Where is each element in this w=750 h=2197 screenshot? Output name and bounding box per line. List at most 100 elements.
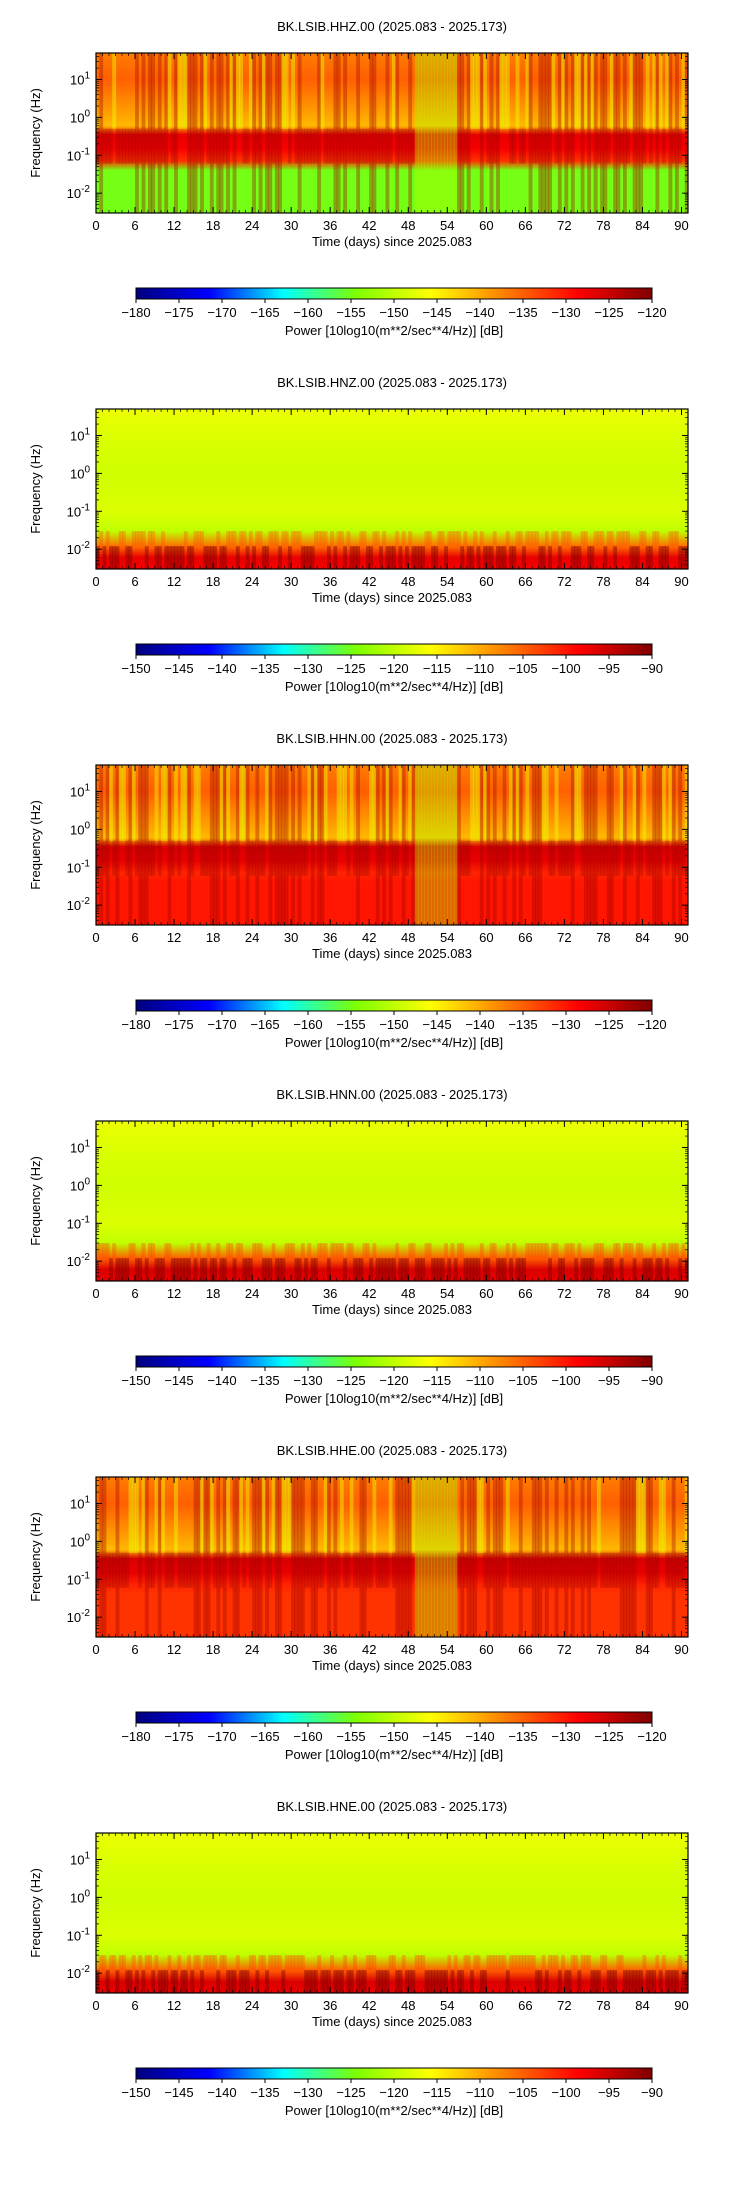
colorbar-tick-label: −135	[508, 1729, 537, 1744]
x-tick-label: 54	[440, 1286, 454, 1301]
y-tick-label: 10-1	[67, 502, 91, 519]
x-tick-label: 90	[674, 1286, 688, 1301]
spectrogram-panel-1: BK.LSIB.HNZ.00 (2025.083 - 2025.173) 0 6 12…	[28, 375, 689, 694]
x-tick-label: 72	[557, 1286, 571, 1301]
x-tick-label: 90	[674, 930, 688, 945]
colorbar-tick-label: −90	[641, 1373, 663, 1388]
x-tick-label: 30	[284, 218, 298, 233]
x-tick-label: 54	[440, 218, 454, 233]
x-tick-label: 6	[131, 574, 138, 589]
x-tick-label: 0	[92, 218, 99, 233]
x-tick-label: 42	[362, 930, 376, 945]
x-tick-label: 12	[167, 218, 181, 233]
colorbar-tick-label: −175	[164, 305, 193, 320]
y-tick-label: 10-1	[67, 858, 91, 875]
colorbar-tick-label: −125	[336, 661, 365, 676]
colorbar	[135, 1711, 653, 1724]
x-tick-label: 18	[206, 930, 220, 945]
colorbar-tick-label: −105	[508, 2085, 537, 2100]
x-axis-label: Time (days) since 2025.083	[312, 946, 472, 961]
x-tick-label: 60	[479, 1286, 493, 1301]
colorbar-tick-label: −90	[641, 2085, 663, 2100]
x-tick-label: 36	[323, 1998, 337, 2013]
colorbar-tick-label: −120	[379, 661, 408, 676]
colorbar-tick-label: −95	[598, 2085, 620, 2100]
x-tick-label: 24	[245, 1286, 259, 1301]
x-tick-label: 48	[401, 1286, 415, 1301]
colorbar-tick-label: −120	[379, 2085, 408, 2100]
colorbar-tick-label: −125	[594, 305, 623, 320]
x-tick-label: 30	[284, 1998, 298, 2013]
x-tick-label: 0	[92, 574, 99, 589]
x-tick-label: 66	[518, 574, 532, 589]
x-axis-label: Time (days) since 2025.083	[312, 590, 472, 605]
x-tick-label: 42	[362, 1286, 376, 1301]
colorbar-tick-label: −160	[293, 1729, 322, 1744]
colorbar-tick-label: −130	[551, 1017, 580, 1032]
colorbar-tick-label: −130	[293, 1373, 322, 1388]
colorbar-tick-label: −105	[508, 1373, 537, 1388]
y-tick-label: 10-1	[67, 146, 91, 163]
colorbar-tick-label: −100	[551, 661, 580, 676]
colorbar-tick-label: −150	[379, 305, 408, 320]
spectrogram-panel-3: BK.LSIB.HNN.00 (2025.083 - 2025.173) 0 6 12…	[28, 1087, 689, 1406]
y-axis-label: Frequency (Hz)	[28, 444, 43, 534]
x-tick-label: 48	[401, 930, 415, 945]
colorbar-tick-label: −150	[121, 661, 150, 676]
x-tick-label: 0	[92, 1998, 99, 2013]
x-tick-label: 78	[596, 218, 610, 233]
x-tick-label: 42	[362, 1642, 376, 1657]
panel-title: BK.LSIB.HHZ.00 (2025.083 - 2025.173)	[277, 19, 507, 34]
colorbar-tick-label: −90	[641, 661, 663, 676]
x-tick-label: 36	[323, 218, 337, 233]
x-tick-label: 18	[206, 1998, 220, 2013]
colorbar-tick-label: −170	[207, 1017, 236, 1032]
colorbar-label: Power [10log10(m**2/sec**4/Hz)] [dB]	[285, 1391, 503, 1406]
x-tick-label: 66	[518, 1642, 532, 1657]
colorbar-label: Power [10log10(m**2/sec**4/Hz)] [dB]	[285, 679, 503, 694]
y-tick-label: 100	[70, 464, 90, 481]
colorbar-tick-label: −95	[598, 1373, 620, 1388]
colorbar-label: Power [10log10(m**2/sec**4/Hz)] [dB]	[285, 323, 503, 338]
x-tick-label: 0	[92, 1286, 99, 1301]
x-axis-label: Time (days) since 2025.083	[312, 1658, 472, 1673]
colorbar-tick-label: −135	[508, 1017, 537, 1032]
colorbar-tick-label: −130	[293, 2085, 322, 2100]
plot-frame	[95, 1476, 689, 1638]
x-tick-label: 18	[206, 1286, 220, 1301]
colorbar-tick-label: −120	[637, 305, 666, 320]
x-tick-label: 12	[167, 1998, 181, 2013]
x-tick-label: 18	[206, 574, 220, 589]
colorbar-tick-label: −150	[121, 2085, 150, 2100]
x-tick-label: 66	[518, 1286, 532, 1301]
x-tick-label: 66	[518, 1998, 532, 2013]
x-tick-label: 90	[674, 1642, 688, 1657]
x-tick-label: 84	[635, 1642, 649, 1657]
y-tick-label: 10-1	[67, 1926, 91, 1943]
colorbar-tick-label: −180	[121, 1017, 150, 1032]
heatmap-image	[96, 1477, 688, 1637]
y-axis-label: Frequency (Hz)	[28, 800, 43, 890]
x-tick-label: 36	[323, 930, 337, 945]
x-tick-label: 6	[131, 1998, 138, 2013]
x-tick-label: 84	[635, 1998, 649, 2013]
colorbar-tick-label: −170	[207, 1729, 236, 1744]
colorbar-tick-label: −110	[466, 661, 494, 676]
x-tick-label: 24	[245, 218, 259, 233]
panel-title: BK.LSIB.HNZ.00 (2025.083 - 2025.173)	[277, 375, 507, 390]
y-tick-label: 10-2	[67, 1608, 91, 1625]
colorbar-tick-label: −125	[336, 1373, 365, 1388]
heatmap-image	[96, 409, 688, 569]
plot-frame	[95, 408, 689, 570]
colorbar	[135, 1355, 653, 1368]
plot-frame	[95, 52, 689, 214]
colorbar-label: Power [10log10(m**2/sec**4/Hz)] [dB]	[285, 1035, 503, 1050]
y-tick-label: 10-1	[67, 1214, 91, 1231]
x-tick-label: 42	[362, 218, 376, 233]
colorbar-tick-label: −155	[336, 1017, 365, 1032]
x-tick-label: 78	[596, 930, 610, 945]
colorbar-tick-label: −140	[465, 1729, 494, 1744]
colorbar-tick-label: −155	[336, 305, 365, 320]
colorbar-tick-label: −115	[423, 661, 451, 676]
